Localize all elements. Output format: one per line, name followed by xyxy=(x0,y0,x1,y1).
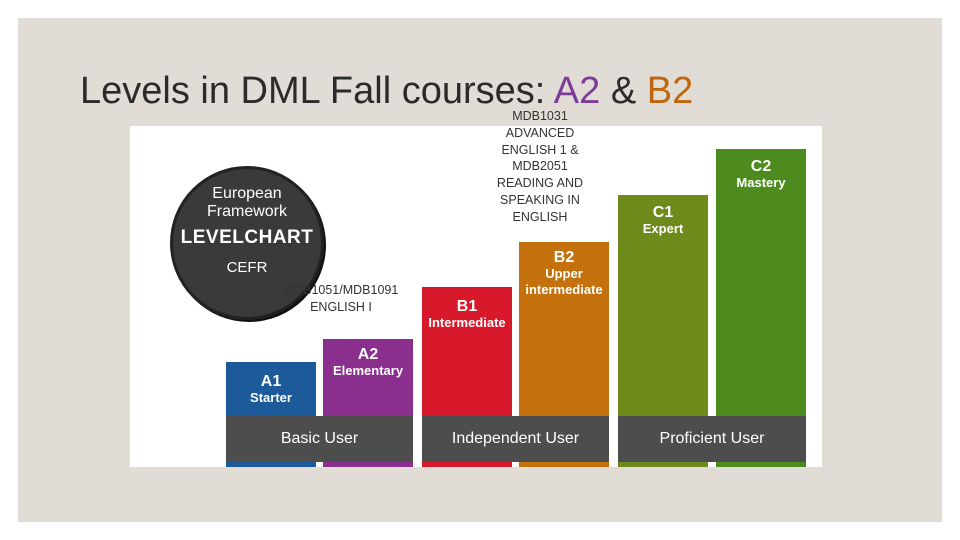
band-proficient-user: Proficient User xyxy=(618,416,806,462)
band-independent-user: Independent User xyxy=(422,416,609,462)
level-code: C2 xyxy=(750,158,772,175)
level-code: A1 xyxy=(260,373,282,390)
seal-line3: CEFR xyxy=(226,259,268,276)
cefr-levelchart-seal: European Framework LEVELCHART CEFR xyxy=(170,166,324,320)
level-name: Elementary xyxy=(332,363,404,378)
level-code: C1 xyxy=(652,204,674,221)
level-code: B2 xyxy=(553,249,575,266)
title-prefix: Levels in DML Fall courses: xyxy=(80,70,554,112)
level-name: Expert xyxy=(642,221,684,236)
band-basic-user: Basic User xyxy=(226,416,413,462)
level-bar-c2: C2 Mastery xyxy=(716,149,806,467)
level-name: Intermediate xyxy=(428,315,506,330)
level-name: Starter xyxy=(250,390,292,405)
level-name: Mastery xyxy=(736,175,786,190)
level-code: B1 xyxy=(456,298,478,315)
b2-course-note: MDB1031 ADVANCED ENGLISH 1 & MDB2051 REA… xyxy=(496,109,584,224)
seal-line1: European Framework xyxy=(206,185,287,220)
title-ampersand: & xyxy=(600,70,647,112)
title-b2: B2 xyxy=(646,70,694,112)
seal-line2: LEVELCHART xyxy=(180,227,314,248)
a2-course-note: MDB1051/MDB1091 ENGLISH I xyxy=(283,283,399,314)
slide-title: Levels in DML Fall courses: A2 & B2 xyxy=(80,70,693,113)
cefr-level-chart-image: A1 Starter A2 Elementary B1 Intermediate B2… xyxy=(130,126,822,467)
slide-background: Levels in DML Fall courses: A2 & B2 A1 St… xyxy=(18,18,942,522)
level-name: Upper intermediate xyxy=(525,266,603,297)
title-a2: A2 xyxy=(553,70,601,112)
level-code: A2 xyxy=(357,346,379,363)
